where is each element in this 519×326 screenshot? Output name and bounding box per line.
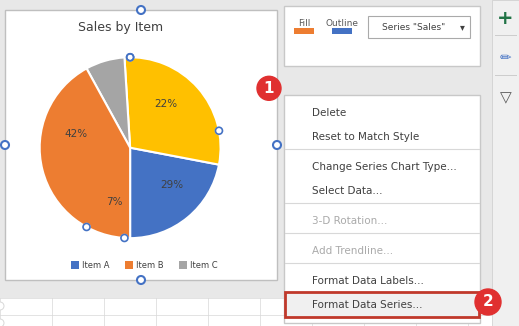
Text: Select Data...: Select Data...	[312, 186, 383, 196]
Text: ▽: ▽	[500, 91, 511, 106]
Wedge shape	[87, 57, 130, 148]
Bar	[294, 28, 314, 34]
Text: Change Series Chart Type...: Change Series Chart Type...	[312, 162, 457, 172]
Text: 42%: 42%	[64, 129, 87, 139]
Circle shape	[273, 141, 281, 149]
Circle shape	[127, 54, 133, 61]
Bar	[285, 292, 479, 317]
Text: Outline: Outline	[325, 20, 359, 28]
Text: Item B: Item B	[136, 260, 163, 270]
Text: Add Trendline...: Add Trendline...	[312, 246, 393, 256]
Text: Fill: Fill	[298, 20, 310, 28]
Circle shape	[83, 223, 90, 230]
Circle shape	[127, 54, 133, 61]
Circle shape	[0, 302, 4, 310]
Circle shape	[137, 276, 145, 284]
Bar	[0, 298, 519, 326]
Wedge shape	[39, 68, 130, 238]
Text: Item A: Item A	[82, 260, 110, 270]
Bar	[368, 16, 470, 38]
Bar	[71, 261, 79, 269]
Text: Sales by Item: Sales by Item	[78, 22, 163, 35]
Bar	[332, 28, 352, 34]
Text: 22%: 22%	[154, 99, 177, 110]
Text: +: +	[497, 8, 514, 27]
Text: Reset to Match Style: Reset to Match Style	[312, 132, 419, 142]
Text: 2: 2	[483, 294, 494, 309]
Circle shape	[475, 289, 501, 315]
Circle shape	[137, 6, 145, 14]
Text: Format Data Labels...: Format Data Labels...	[312, 276, 424, 286]
Bar	[125, 261, 133, 269]
Bar	[492, 0, 519, 326]
Text: Delete: Delete	[312, 108, 346, 118]
Text: 3-D Rotation...: 3-D Rotation...	[312, 216, 387, 226]
Circle shape	[0, 319, 4, 326]
Bar	[179, 261, 187, 269]
Text: 7%: 7%	[106, 197, 122, 207]
Text: Format Data Series...: Format Data Series...	[312, 300, 422, 310]
Bar	[284, 6, 480, 66]
Bar	[5, 10, 277, 280]
Text: 1: 1	[264, 81, 274, 96]
Wedge shape	[125, 57, 221, 165]
Circle shape	[1, 141, 9, 149]
Circle shape	[121, 234, 128, 242]
Text: ✏: ✏	[500, 51, 511, 65]
Text: Item C: Item C	[190, 260, 217, 270]
Circle shape	[215, 127, 223, 134]
Circle shape	[257, 76, 281, 100]
Text: 29%: 29%	[160, 180, 184, 190]
Text: Series "Sales": Series "Sales"	[383, 22, 446, 32]
Wedge shape	[130, 148, 219, 238]
Text: ▾: ▾	[459, 22, 465, 32]
Bar	[284, 95, 480, 323]
